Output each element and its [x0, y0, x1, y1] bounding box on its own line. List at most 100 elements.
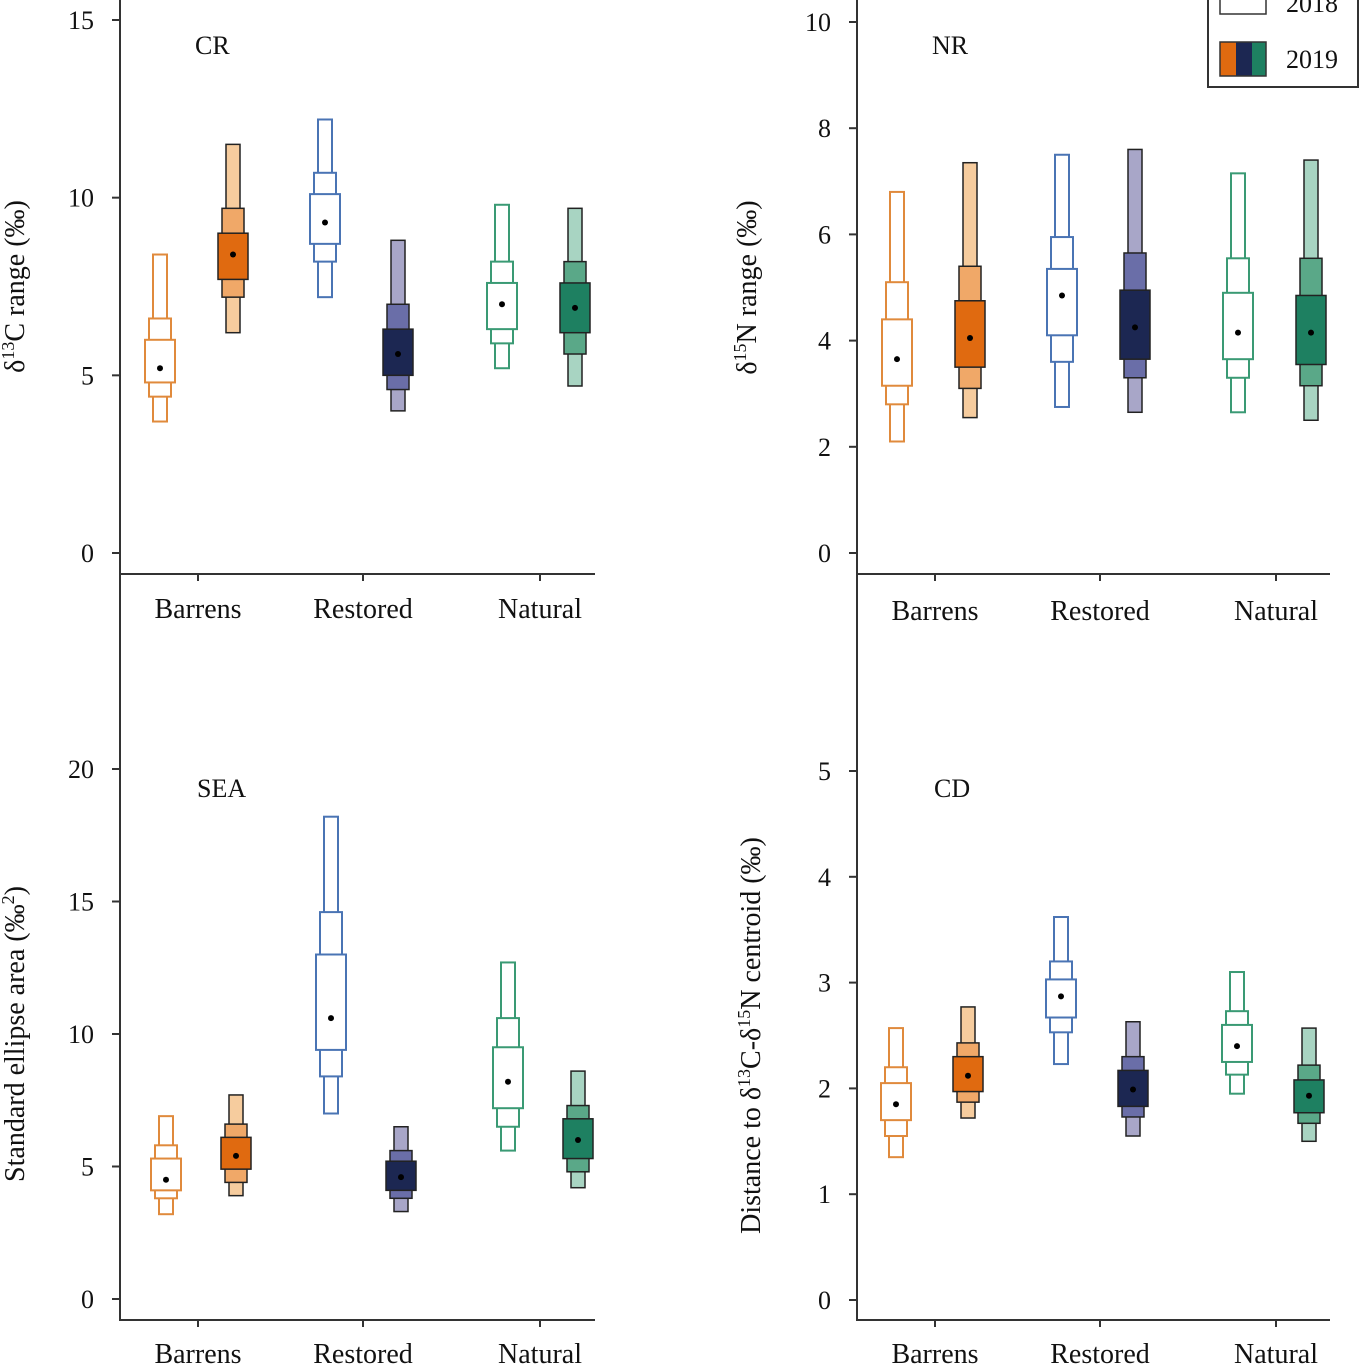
- y-tick-label: 3: [818, 969, 831, 998]
- legend-label-2019: 2019: [1286, 45, 1338, 74]
- box-ci50: [1046, 267, 1078, 337]
- x-tick-label-natural: Natural: [1234, 1339, 1318, 1365]
- panel-cr: CR 0 5 10 15 Barrens Restored Natural δ13C rang…: [0, 0, 595, 625]
- mode-point: [505, 1078, 511, 1085]
- box-ci50: [385, 1160, 417, 1192]
- x-tick-label-restored: Restored: [313, 594, 413, 625]
- y-axis-title-part: δ: [0, 360, 31, 373]
- mode-point: [233, 1152, 239, 1159]
- box-barrens-2018: [150, 1115, 182, 1216]
- y-axis-title-part: Standard ellipse area (‰: [0, 904, 31, 1182]
- y-tick-label: 10: [68, 1020, 94, 1049]
- x-tick-label-natural: Natural: [498, 1339, 582, 1365]
- legend-swatch-2019: [1219, 41, 1267, 77]
- y-axis-title-part: N range (‰): [732, 200, 763, 343]
- box-barrens-2019: [217, 143, 249, 334]
- panel-cd: CD 0 1 2 3 4 5 Barrens Restored Natural Distance …: [734, 0, 1330, 1365]
- y-axis-title: Distance to δ13C-δ15N centroid (‰): [734, 837, 767, 1234]
- panel-label: CR: [195, 31, 230, 60]
- box-ci50: [952, 1055, 984, 1093]
- box-ci50: [144, 338, 176, 384]
- y-axis-title-part: 15: [730, 343, 750, 361]
- y-axis-title-part: C-δ: [736, 1028, 767, 1069]
- box-restored-2019: [1119, 148, 1151, 414]
- y-axis-title: Standard ellipse area (‰2): [0, 886, 31, 1182]
- mode-point: [967, 334, 973, 341]
- box-ci50: [309, 193, 341, 245]
- y-axis-title-part: 2: [0, 895, 18, 904]
- box-natural-2019: [562, 1070, 594, 1189]
- legend-label-2018: 2018: [1286, 0, 1338, 18]
- mode-point: [575, 1137, 581, 1143]
- box-restored-2019: [382, 239, 414, 412]
- y-tick-label: 20: [68, 755, 94, 784]
- y-tick-label: 4: [818, 863, 831, 892]
- y-axis-title: δ15N range (‰): [730, 200, 763, 374]
- y-axis-title-part: N centroid (‰): [736, 837, 767, 1010]
- y-tick-label: 5: [81, 1153, 94, 1182]
- box-ci50: [315, 953, 347, 1051]
- mode-point: [1234, 1043, 1240, 1050]
- box-ci50: [881, 318, 913, 387]
- y-tick-label: 5: [818, 757, 831, 786]
- box-ci50: [1293, 1079, 1325, 1114]
- mode-point: [1059, 292, 1065, 299]
- box-restored-2018: [309, 118, 341, 299]
- box-barrens-2018: [881, 190, 913, 443]
- mode-point: [1130, 1086, 1136, 1093]
- box-restored-2018: [315, 815, 347, 1115]
- box-ci50: [1222, 291, 1254, 361]
- panel-nr: NR 0 2 4 6 8 10 Barrens Restored Natural δ15N ran…: [730, 0, 1330, 627]
- y-tick-label: 2: [818, 1074, 831, 1103]
- mode-point: [1308, 329, 1314, 336]
- box-barrens-2019: [954, 161, 986, 419]
- y-axis-title: δ13C range (‰): [0, 200, 31, 373]
- y-tick-label: 5: [81, 361, 94, 390]
- box-natural-2018: [1221, 971, 1253, 1095]
- y-tick-label: 2: [818, 433, 831, 462]
- mode-point: [965, 1072, 971, 1079]
- box-ci50: [150, 1157, 182, 1192]
- y-tick-label: 8: [818, 114, 831, 143]
- y-tick-label: 1: [818, 1180, 831, 1209]
- y-tick-label: 6: [818, 220, 831, 249]
- box-barrens-2019: [952, 1006, 984, 1119]
- y-axis-title-part: 13: [0, 342, 18, 360]
- legend-swatch-2018: [1219, 0, 1267, 15]
- y-tick-label: 0: [818, 1286, 831, 1315]
- box-natural-2018: [1222, 172, 1254, 414]
- y-tick-label: 0: [81, 1285, 94, 1314]
- mode-point: [395, 351, 401, 358]
- box-barrens-2018: [880, 1027, 912, 1159]
- legend-swatch-2019-barrens: [1220, 42, 1236, 76]
- y-tick-label: 10: [805, 8, 831, 37]
- y-axis-title-part: 13: [734, 1069, 754, 1087]
- legend-swatch-2019-restored: [1236, 42, 1252, 76]
- y-axis-title-part: Distance to δ: [736, 1087, 767, 1234]
- y-tick-label: 15: [68, 6, 94, 35]
- legend-swatch-2019-natural: [1252, 42, 1266, 76]
- mode-point: [157, 365, 163, 372]
- y-axis-title-part: 15: [734, 1010, 754, 1028]
- x-tick-label-natural: Natural: [1234, 596, 1318, 627]
- y-axis-title-part: δ: [732, 361, 763, 374]
- legend-swatch-2019-border: [1219, 41, 1267, 77]
- y-tick-label: 15: [68, 888, 94, 917]
- box-ci50: [954, 300, 986, 368]
- box-ci50: [492, 1046, 524, 1110]
- mode-point: [1306, 1092, 1312, 1099]
- mode-point: [893, 1101, 899, 1108]
- mode-point: [1132, 324, 1138, 331]
- mode-point: [398, 1174, 404, 1181]
- x-tick-label-barrens: Barrens: [154, 1339, 241, 1365]
- y-axis-title-part: C range (‰): [0, 200, 31, 342]
- y-axis-title-part: ): [0, 886, 31, 895]
- y-tick-label: 10: [68, 184, 94, 213]
- mode-point: [230, 251, 236, 258]
- x-tick-label-barrens: Barrens: [154, 594, 241, 625]
- box-natural-2019: [1293, 1027, 1325, 1143]
- mode-point: [328, 1015, 334, 1022]
- x-tick-label-restored: Restored: [313, 1339, 413, 1365]
